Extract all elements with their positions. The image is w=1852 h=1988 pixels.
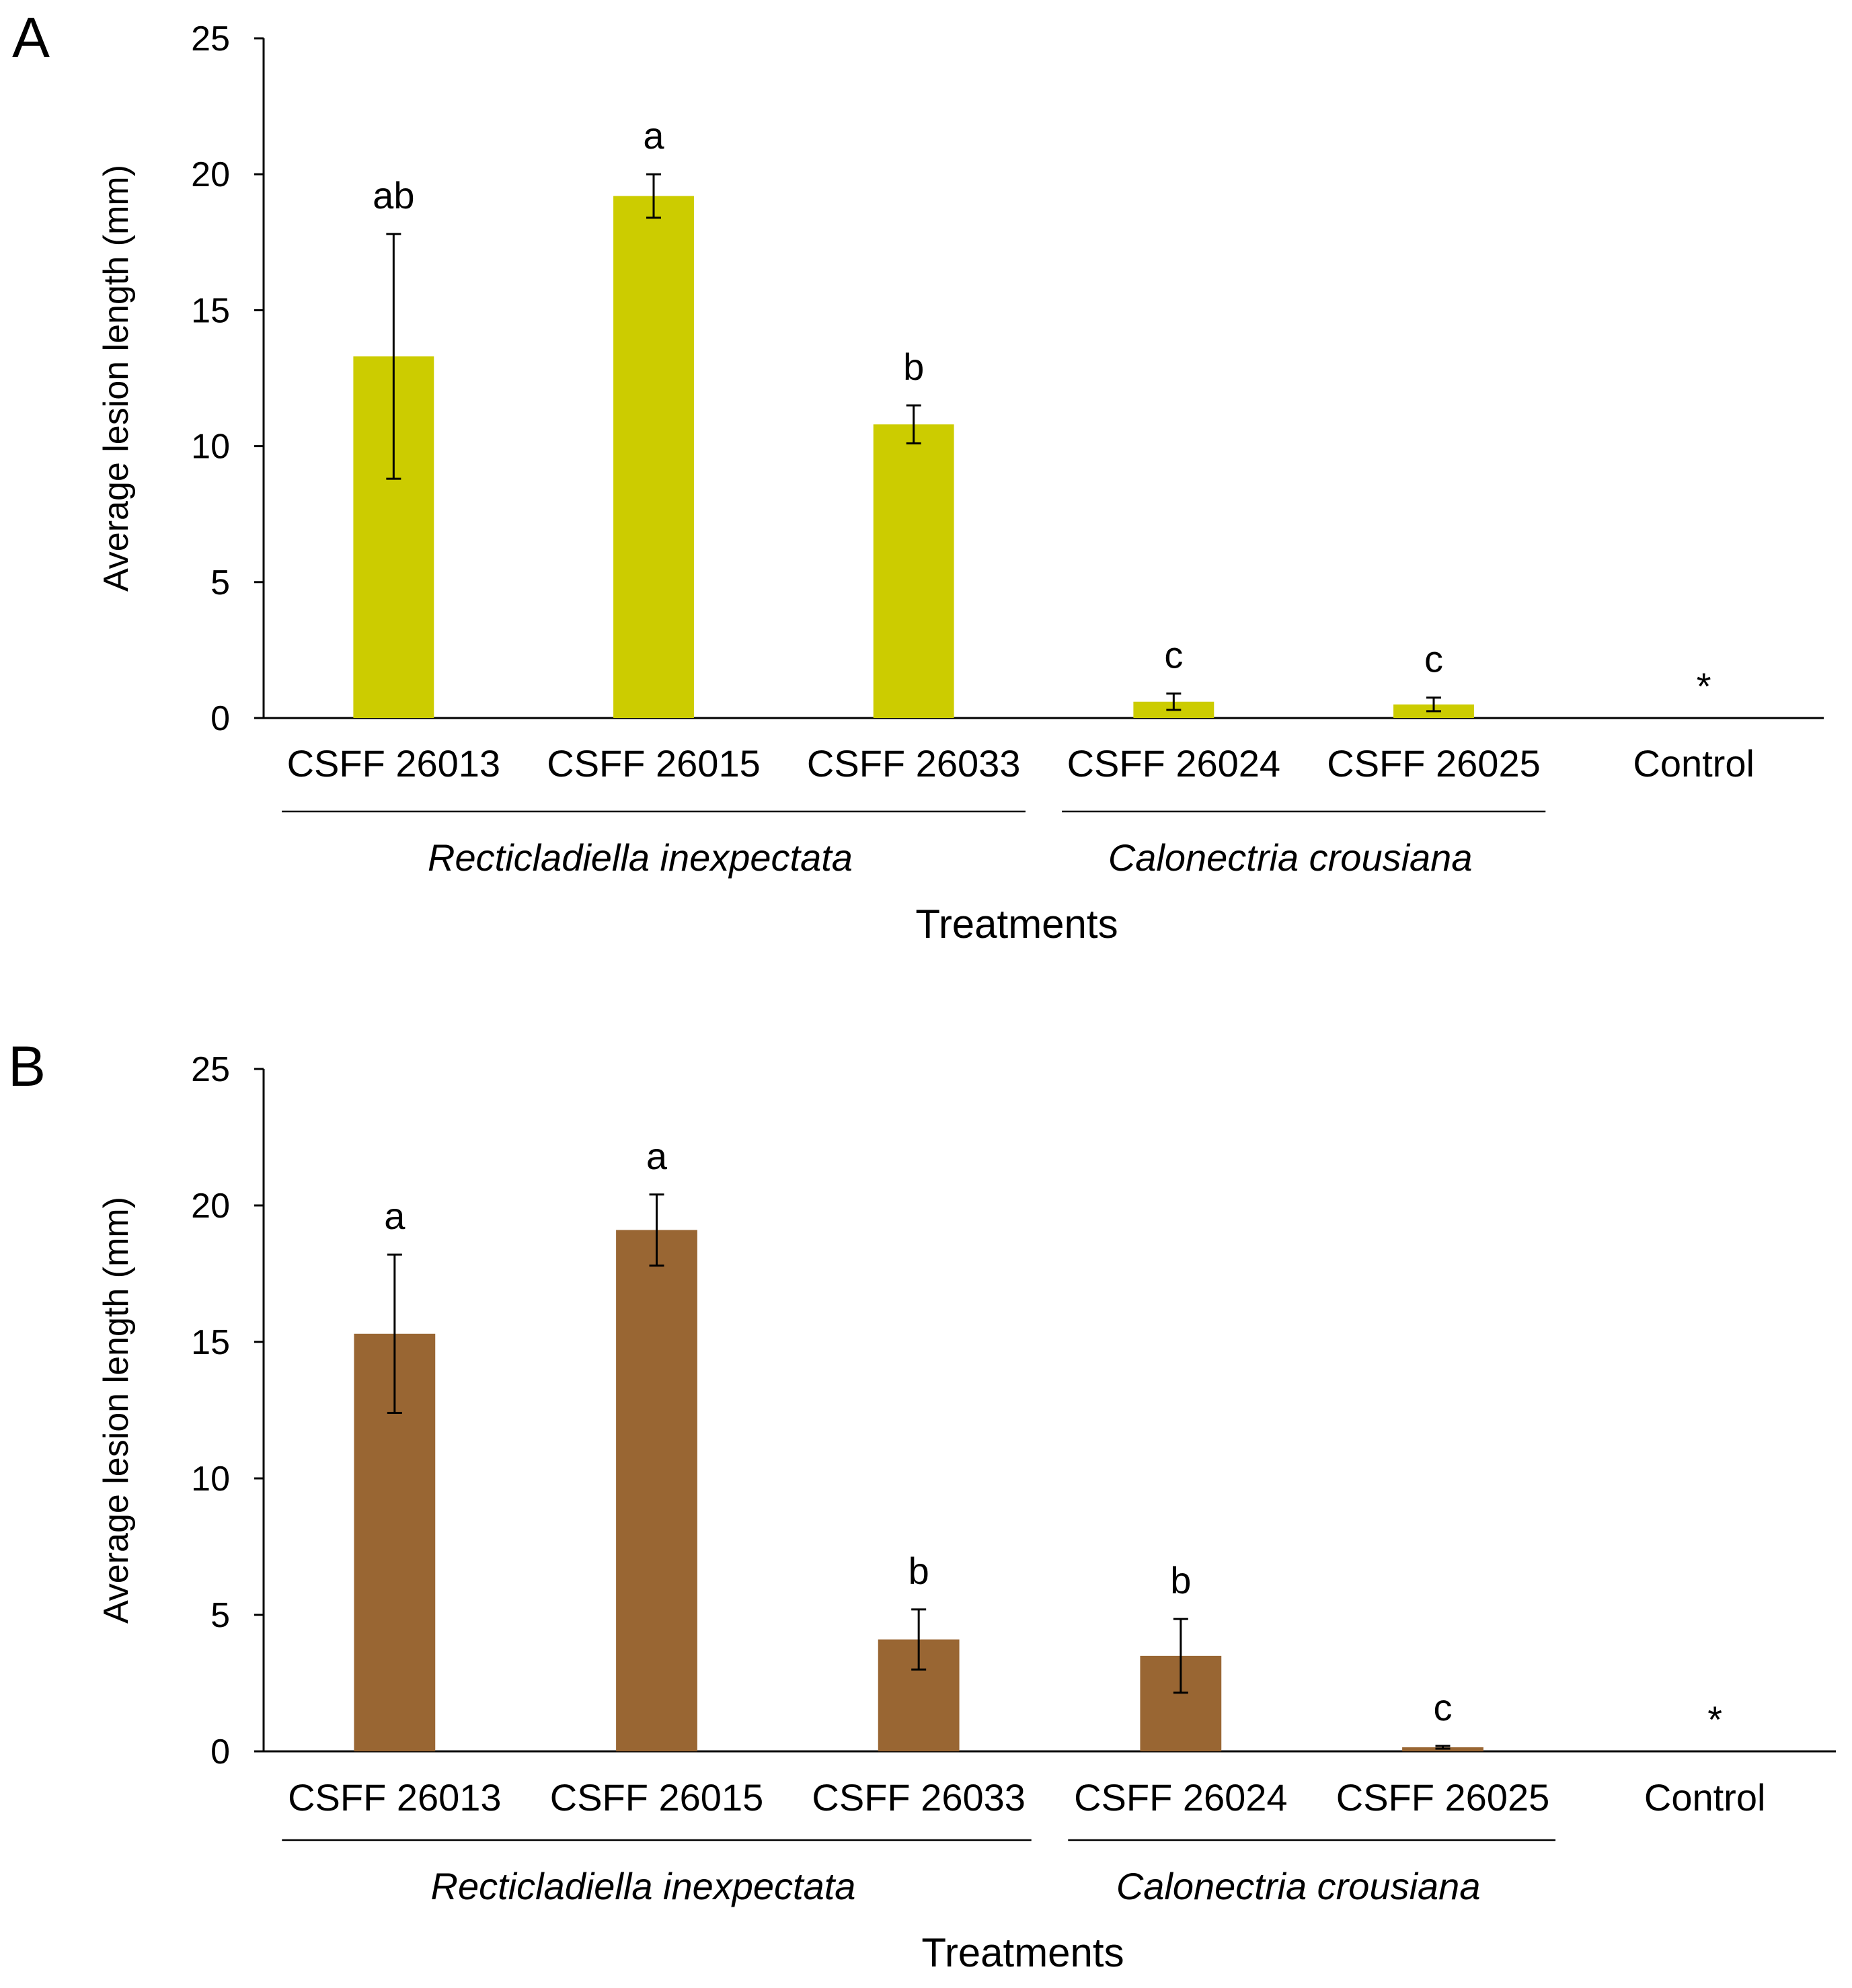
- bar-2: [616, 1230, 697, 1751]
- category-label: CSFF 26033: [812, 1776, 1026, 1819]
- category-label: CSFF 26024: [1067, 742, 1281, 785]
- y-tick-label: 5: [210, 1596, 230, 1635]
- group-label: Recticladiella inexpectata: [431, 1865, 856, 1907]
- y-tick-label: 15: [191, 1323, 230, 1362]
- x-axis-title: Treatments: [915, 902, 1118, 947]
- category-label: Control: [1644, 1776, 1766, 1819]
- y-tick-label: 15: [191, 291, 230, 330]
- y-axis-title: Average lesion length (mm): [97, 165, 136, 592]
- significance-label: b: [909, 1550, 929, 1592]
- panel-letter-b: B: [8, 1035, 46, 1098]
- y-tick-label: 10: [191, 1460, 230, 1499]
- category-label: CSFF 26013: [287, 742, 501, 785]
- category-label: CSFF 26033: [807, 742, 1021, 785]
- group-label: Recticladiella inexpectata: [428, 836, 853, 879]
- significance-label: b: [903, 346, 924, 388]
- significance-label: ab: [373, 174, 414, 216]
- y-axis-title: Average lesion length (mm): [97, 1197, 136, 1624]
- significance-label: a: [384, 1195, 406, 1237]
- significance-label: c: [1164, 634, 1183, 676]
- group-label: Calonectria crousiana: [1116, 1865, 1481, 1907]
- y-tick-label: 0: [210, 1733, 230, 1772]
- panel-letter-a: A: [12, 6, 50, 69]
- y-tick-label: 25: [191, 1050, 230, 1089]
- y-tick-label: 10: [191, 428, 230, 467]
- category-label: CSFF 26015: [550, 1776, 764, 1819]
- bar-3: [873, 424, 954, 718]
- significance-label: *: [1707, 1698, 1722, 1741]
- category-label: CSFF 26025: [1336, 1776, 1550, 1819]
- group-label: Calonectria crousiana: [1108, 836, 1473, 879]
- category-label: CSFF 26025: [1327, 742, 1541, 785]
- significance-label: b: [1170, 1559, 1191, 1601]
- category-label: Control: [1633, 742, 1754, 785]
- category-label: CSFF 26015: [547, 742, 761, 785]
- y-tick-label: 0: [210, 699, 230, 738]
- significance-label: c: [1434, 1686, 1453, 1728]
- x-axis-title: Treatments: [921, 1930, 1124, 1975]
- significance-label: a: [646, 1135, 668, 1177]
- y-tick-label: 20: [191, 1187, 230, 1226]
- category-label: CSFF 26024: [1074, 1776, 1288, 1819]
- panel-b: B 0 5 10 15 20 25 Average lesion length (mm) a CS…: [8, 1035, 1836, 1975]
- y-tick-label: 20: [191, 155, 230, 194]
- y-tick-label: 5: [210, 563, 230, 602]
- significance-label: *: [1697, 665, 1711, 707]
- bar-2: [613, 196, 694, 718]
- y-tick-label: 25: [191, 19, 230, 58]
- significance-label: c: [1424, 638, 1443, 680]
- significance-label: a: [643, 114, 664, 157]
- category-label: CSFF 26013: [288, 1776, 502, 1819]
